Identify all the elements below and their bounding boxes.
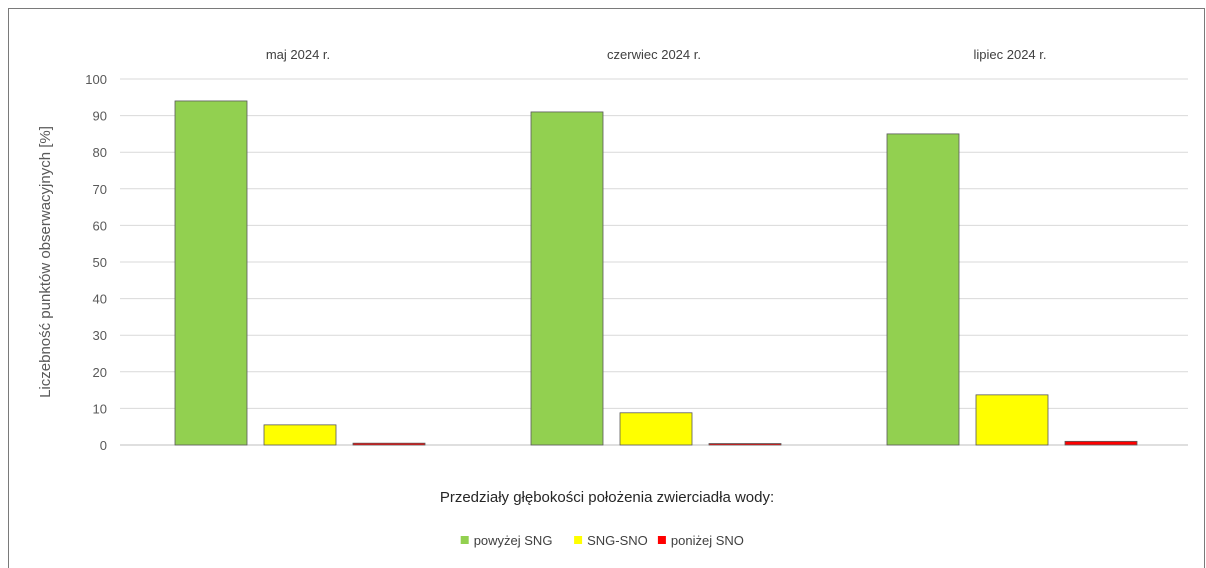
legend-swatch — [574, 536, 583, 544]
bar — [619, 412, 693, 446]
category-labels: maj 2024 r. czerwiec 2024 r. lipiec 2024 r… — [266, 47, 1047, 62]
y-tick-label: 30 — [93, 328, 107, 343]
x-axis-label: Przedziały głębokości położenia zwiercia… — [440, 489, 774, 506]
bar — [708, 443, 782, 446]
y-tick-labels: 0 10 20 30 40 50 60 70 80 90 100 — [85, 72, 107, 453]
legend: powyżej SNG SNG-SNO poniżej SNO — [460, 533, 744, 548]
y-tick-label: 70 — [93, 182, 107, 197]
bar — [263, 424, 337, 446]
legend-swatch — [460, 536, 469, 544]
y-tick-label: 10 — [93, 401, 107, 416]
y-tick-label: 50 — [93, 255, 107, 270]
bar — [975, 394, 1049, 446]
category-label: maj 2024 r. — [266, 47, 330, 62]
legend-label: SNG-SNO — [587, 533, 648, 548]
category-label: czerwiec 2024 r. — [607, 47, 701, 62]
bar — [352, 442, 426, 446]
y-tick-label: 90 — [93, 109, 107, 124]
legend-label: powyżej SNG — [474, 533, 553, 548]
bar — [886, 133, 960, 446]
legend-label: poniżej SNO — [671, 533, 744, 548]
y-tick-label: 40 — [93, 292, 107, 307]
bars — [174, 100, 1138, 446]
chart-frame — [8, 8, 1205, 568]
bar — [1064, 440, 1138, 446]
category-label: lipiec 2024 r. — [974, 47, 1047, 62]
y-tick-label: 0 — [100, 438, 107, 453]
y-axis-label: Liczebność punktów obserwacyjnych [%] — [37, 126, 54, 398]
bar — [174, 100, 248, 446]
y-tick-label: 100 — [85, 72, 107, 87]
gridlines — [120, 78, 1188, 446]
y-tick-label: 20 — [93, 365, 107, 380]
legend-swatch — [657, 536, 666, 544]
bar — [530, 111, 604, 446]
y-tick-label: 80 — [93, 145, 107, 160]
y-tick-label: 60 — [93, 218, 107, 233]
